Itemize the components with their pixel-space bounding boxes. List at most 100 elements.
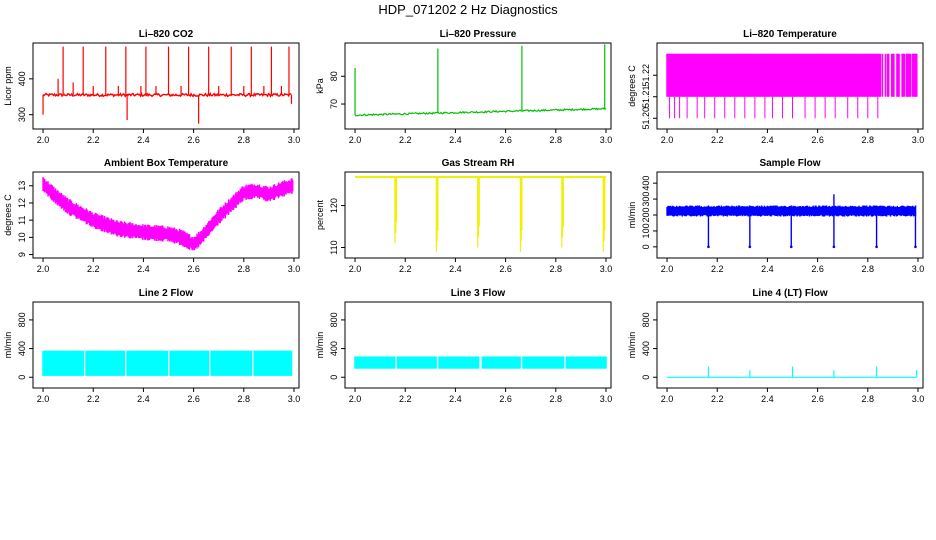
- x-tick-label: 3.0: [912, 264, 925, 274]
- y-tick-label: 300: [641, 192, 651, 207]
- x-tick-label: 2.8: [862, 135, 875, 145]
- y-tick-label: 10: [17, 232, 27, 242]
- x-tick-label: 2.4: [137, 135, 150, 145]
- series-line: [354, 107, 607, 117]
- x-tick-label: 2.0: [37, 264, 50, 274]
- panel-title: Line 4 (LT) Flow: [752, 288, 828, 299]
- y-axis-label: ml/min: [627, 202, 637, 229]
- data-series: [666, 53, 918, 119]
- x-tick-label: 3.0: [600, 394, 613, 404]
- data-series: [666, 194, 917, 249]
- data-dip-point: [707, 245, 710, 249]
- x-tick-label: 2.8: [862, 264, 875, 274]
- x-tick-label: 2.0: [661, 394, 674, 404]
- x-tick-label: 3.0: [600, 135, 613, 145]
- x-tick-label: 2.6: [187, 135, 200, 145]
- y-axis-label: percent: [315, 199, 325, 230]
- y-tick-label: 400: [17, 341, 27, 356]
- x-tick-label: 3.0: [912, 394, 925, 404]
- x-tick-label: 2.2: [399, 394, 412, 404]
- x-tick-label: 2.2: [87, 264, 100, 274]
- panel-title: Sample Flow: [759, 158, 820, 169]
- y-tick-label: 51.21: [641, 85, 651, 108]
- chart-panel-8: Line 3 Flow 2.0 2.2 2.4 2.6 2.8 3.0 0 400 800 ml/m…: [315, 288, 612, 404]
- x-tick-label: 2.2: [711, 394, 724, 404]
- x-tick-label: 2.2: [87, 135, 100, 145]
- panel-title: Line 3 Flow: [451, 288, 506, 299]
- x-tick-label: 2.4: [137, 394, 150, 404]
- x-tick-label: 2.8: [550, 264, 563, 274]
- y-tick-label: 800: [17, 312, 27, 327]
- y-tick-label: 0: [17, 375, 27, 380]
- y-tick-label: 80: [329, 71, 339, 81]
- y-tick-label: 110: [329, 240, 339, 254]
- x-tick-label: 2.6: [187, 264, 200, 274]
- plot-frame: [656, 42, 924, 130]
- chart-panel-4: Ambient Box Temperature 2.0 2.2 2.4 2.6 2.8 3.…: [3, 158, 300, 274]
- x-tick-label: 2.6: [187, 394, 200, 404]
- data-dip-point: [789, 245, 793, 249]
- panel-title: Line 2 Flow: [139, 288, 194, 299]
- panel-title: Gas Stream RH: [442, 158, 515, 169]
- y-tick-label: 100: [641, 223, 651, 238]
- series-line: [42, 91, 292, 98]
- plot-frame: [344, 42, 612, 130]
- x-tick-label: 2.0: [349, 135, 362, 145]
- data-dip-point: [875, 245, 878, 249]
- x-tick-label: 2.8: [862, 394, 875, 404]
- plot-frame: [344, 171, 612, 259]
- data-series: [42, 350, 293, 376]
- data-series: [355, 176, 606, 252]
- x-tick-label: 3.0: [600, 264, 613, 274]
- x-tick-label: 2.4: [761, 394, 774, 404]
- x-tick-label: 3.0: [912, 135, 925, 145]
- x-tick-label: 2.6: [499, 394, 512, 404]
- y-axis-label: kPa: [315, 78, 325, 94]
- y-tick-label: 800: [329, 312, 339, 327]
- x-tick-label: 3.0: [288, 135, 301, 145]
- x-tick-label: 2.8: [238, 135, 251, 145]
- y-tick-label: 51.22: [641, 64, 651, 87]
- figure-title: HDP_071202 2 Hz Diagnostics: [378, 2, 558, 17]
- chart-panel-5: Gas Stream RH 2.0 2.2 2.4 2.6 2.8 3.0 110 120 per…: [315, 158, 612, 274]
- y-tick-label: 51.20: [641, 107, 651, 130]
- chart-panel-9: Line 4 (LT) Flow 2.0 2.2 2.4 2.6 2.8 3.0 0 400 80…: [627, 288, 924, 404]
- y-tick-label: 400: [641, 176, 651, 191]
- x-tick-label: 3.0: [288, 394, 301, 404]
- y-tick-label: 120: [329, 198, 339, 213]
- chart-panel-1: Li–820 CO2 2.0 2.2 2.4 2.6 2.8 3.0 300 400 Licor …: [3, 29, 300, 145]
- x-tick-label: 2.8: [238, 264, 251, 274]
- x-tick-label: 2.2: [399, 135, 412, 145]
- data-dip-point: [832, 245, 836, 249]
- x-tick-label: 2.2: [711, 135, 724, 145]
- x-tick-label: 2.0: [661, 135, 674, 145]
- y-tick-label: 9: [17, 252, 27, 257]
- chart-panel-7: Line 2 Flow 2.0 2.2 2.4 2.6 2.8 3.0 0 400 800 ml/m…: [3, 288, 300, 404]
- x-tick-label: 2.6: [811, 135, 824, 145]
- y-axis-label: Licor ppm: [3, 66, 13, 106]
- x-tick-label: 2.4: [761, 135, 774, 145]
- y-tick-label: 300: [17, 107, 27, 122]
- x-tick-label: 3.0: [288, 264, 301, 274]
- data-series: [354, 356, 607, 369]
- data-series: [354, 44, 607, 117]
- x-tick-label: 2.0: [349, 394, 362, 404]
- x-tick-label: 2.2: [399, 264, 412, 274]
- x-tick-label: 2.6: [811, 394, 824, 404]
- data-series: [667, 366, 918, 378]
- chart-panel-6: Sample Flow 2.0 2.2 2.4 2.6 2.8 3.0 0 1002003004…: [627, 158, 924, 274]
- y-tick-label: 200: [641, 207, 651, 222]
- x-tick-label: 2.8: [238, 394, 251, 404]
- x-tick-label: 2.0: [349, 264, 362, 274]
- x-tick-label: 2.4: [449, 264, 462, 274]
- y-axis-label: degrees C: [627, 65, 637, 107]
- y-tick-label: 70: [329, 99, 339, 109]
- plot-frame: [32, 42, 300, 130]
- y-tick-label: 400: [641, 341, 651, 356]
- x-tick-label: 2.2: [87, 394, 100, 404]
- y-tick-label: 800: [641, 312, 651, 327]
- panel-title: Li–820 Pressure: [440, 29, 517, 40]
- x-tick-label: 2.6: [499, 135, 512, 145]
- panel-title: Li–820 Temperature: [743, 29, 837, 40]
